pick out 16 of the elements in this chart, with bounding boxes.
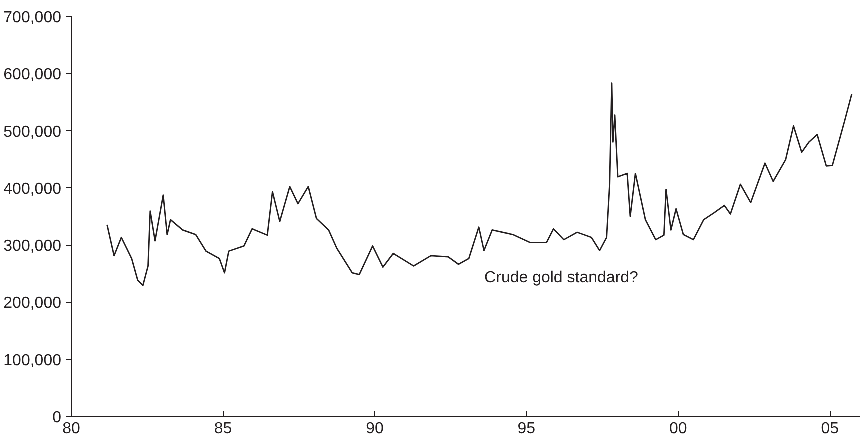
x-tick-label: 00 <box>670 420 688 436</box>
y-tick-label: 600,000 <box>4 66 62 84</box>
annotation: Crude gold standard? <box>484 270 639 286</box>
y-tick-label: 500,000 <box>4 124 62 141</box>
y-tick-label: 100,000 <box>4 352 62 370</box>
y-tick-label: 0 <box>52 410 62 426</box>
x-tick-label: 80 <box>62 420 80 436</box>
line-series <box>106 82 853 286</box>
x-tick-label: 90 <box>366 420 384 436</box>
x-tick-label: 95 <box>518 420 536 436</box>
y-tick-label: 200,000 <box>4 295 62 312</box>
x-tick-label: 85 <box>214 420 232 436</box>
y-tick-label: 300,000 <box>4 238 62 256</box>
y-tick-label: 700,000 <box>4 10 62 26</box>
x-tick-label: 05 <box>821 420 840 436</box>
y-tick-label: 400,000 <box>4 180 62 198</box>
